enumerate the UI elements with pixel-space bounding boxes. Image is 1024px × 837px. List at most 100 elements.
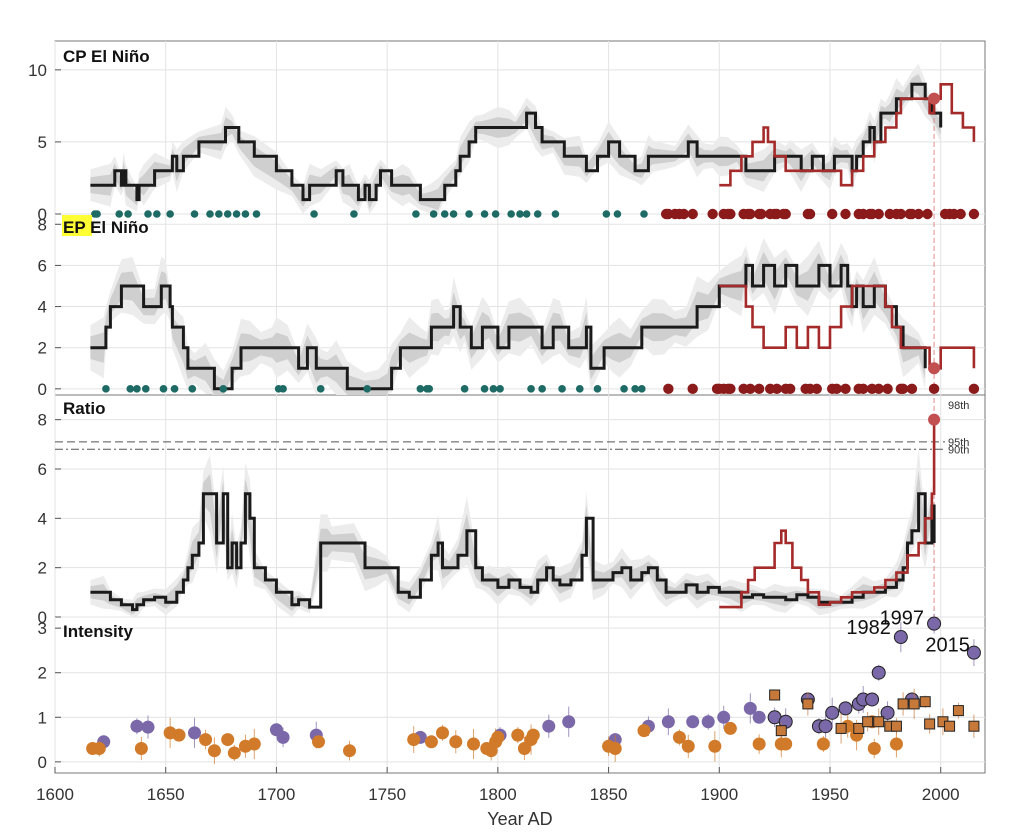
event-marker-1-1-0 (663, 383, 674, 395)
intensity-square-2-5 (862, 716, 874, 728)
intensity-square-2-15 (952, 705, 964, 717)
series-line-0-0 (90, 82, 943, 202)
event-marker-0-0-27 (551, 210, 560, 218)
intensity-point-1-7 (221, 733, 235, 747)
intensity-annotation-1997: 1997 (880, 608, 925, 630)
intensity-square-2-6 (873, 716, 885, 728)
ep-title-word: EP (63, 218, 85, 237)
event-marker-0-0-5 (153, 210, 161, 218)
ratio-panel-title: Ratio (63, 399, 106, 418)
xtick-label-2000: 2000 (922, 785, 960, 804)
ytick-label-0-5: 5 (38, 133, 47, 152)
event-marker-1-0-22 (575, 385, 584, 393)
intensity-point-1-17 (467, 737, 480, 751)
event-marker-0-1-22 (827, 208, 838, 220)
xtick-label-1850: 1850 (590, 785, 628, 804)
intensity-point-1-23 (517, 741, 531, 755)
intensity-point-1-33 (752, 737, 766, 751)
intensity-point-1-12 (343, 744, 356, 758)
event-marker-1-1-1 (687, 383, 698, 395)
event-marker-1-0-14 (425, 385, 434, 393)
intensity-point-0-25 (838, 701, 853, 716)
ytick-label-0-0: 0 (38, 205, 47, 224)
ytick-label-3-1: 1 (38, 708, 47, 727)
intensity-square-2-0 (769, 689, 781, 701)
event-marker-0-1-23 (840, 208, 851, 220)
event-marker-0-0-17 (429, 210, 438, 218)
event-marker-1-1-19 (840, 383, 851, 395)
intensity-point-1-16 (449, 735, 463, 749)
confidence-band-1-1 (90, 251, 926, 395)
ytick-label-2-8: 8 (38, 411, 47, 430)
intensity-point-0-15 (701, 715, 715, 729)
event-marker-1-0-1 (126, 385, 135, 393)
intensity-point-0-31 (893, 630, 908, 645)
event-marker-1-0-16 (480, 385, 489, 393)
reference-label-95th: 95th (948, 437, 969, 449)
event-marker-0-1-35 (922, 208, 933, 220)
intensity-point-1-1 (92, 741, 106, 755)
event-marker-1-0-12 (416, 385, 425, 393)
event-marker-0-0-13 (252, 210, 261, 218)
intensity-annotation-1982: 1982 (846, 617, 891, 639)
intensity-point-0-1 (130, 719, 144, 733)
intensity-point-0-17 (743, 701, 757, 715)
event-marker-1-0-7 (219, 385, 228, 393)
event-marker-0-0-18 (440, 210, 449, 218)
event-marker-0-0-30 (640, 210, 648, 218)
event-marker-1-0-0 (102, 385, 110, 393)
event-marker-1-0-20 (538, 385, 546, 393)
xtick-label-1800: 1800 (479, 785, 517, 804)
ep-title-rest: El Niño (85, 218, 148, 237)
ytick-label-2-4: 4 (38, 509, 47, 528)
event-marker-0-0-29 (613, 210, 622, 218)
ytick-label-2-6: 6 (38, 460, 47, 479)
event-marker-0-0-16 (412, 210, 420, 218)
event-marker-0-1-5 (687, 208, 698, 220)
ytick-label-2-2: 2 (38, 559, 47, 578)
event-marker-0-0-6 (166, 210, 174, 218)
event-marker-0-0-19 (449, 210, 458, 218)
intensity-point-0-24 (825, 705, 840, 720)
event-marker-0-0-11 (232, 210, 241, 218)
intensity-point-0-28 (865, 692, 880, 707)
intensity-point-1-32 (723, 721, 737, 735)
xtick-label-1650: 1650 (147, 785, 185, 804)
event-marker-1-0-11 (363, 385, 372, 393)
intensity-point-0-14 (686, 715, 700, 729)
intensity-square-2-16 (968, 720, 980, 732)
event-marker-1-0-15 (460, 385, 469, 393)
event-marker-1-1-28 (928, 383, 940, 395)
reference-label-98th: 98th (948, 400, 969, 412)
xtick-label-1950: 1950 (811, 785, 849, 804)
event-marker-0-1-28 (873, 208, 884, 220)
intensity-point-1-29 (672, 730, 686, 744)
ytick-label-0-10: 10 (28, 61, 47, 80)
intensity-square-2-14 (944, 720, 956, 732)
event-marker-0-0-1 (93, 210, 101, 218)
event-marker-1-0-23 (593, 385, 602, 393)
event-marker-1-1-26 (897, 383, 909, 395)
event-marker-1-1-18 (831, 383, 842, 395)
intensity-point-1-31 (708, 739, 722, 753)
event-marker-1-0-6 (188, 385, 197, 393)
ytick-label-1-0: 0 (38, 380, 47, 399)
cp-panel-title: CP El Niño (63, 47, 150, 66)
event-marker-1-0-2 (133, 385, 141, 393)
intensity-point-0-34 (966, 645, 981, 660)
event-marker-1-0-3 (141, 385, 150, 393)
event-marker-1-1-24 (882, 383, 893, 395)
ytick-label-1-8: 8 (38, 215, 47, 234)
ep-panel-title: EP El Niño (63, 218, 149, 237)
event-marker-1-0-5 (170, 385, 179, 393)
ytick-label-1-6: 6 (38, 256, 47, 275)
intensity-point-0-18 (752, 710, 766, 724)
intensity-panel-title: Intensity (63, 622, 133, 641)
event-marker-0-0-3 (124, 210, 132, 218)
ytick-label-3-3: 3 (38, 619, 47, 638)
highlight-point-0 (928, 92, 941, 105)
x-axis-label: Year AD (487, 809, 552, 829)
series-line-2-1 (719, 419, 936, 609)
intensity-square-2-11 (919, 696, 931, 708)
intensity-point-0-5 (276, 730, 290, 744)
